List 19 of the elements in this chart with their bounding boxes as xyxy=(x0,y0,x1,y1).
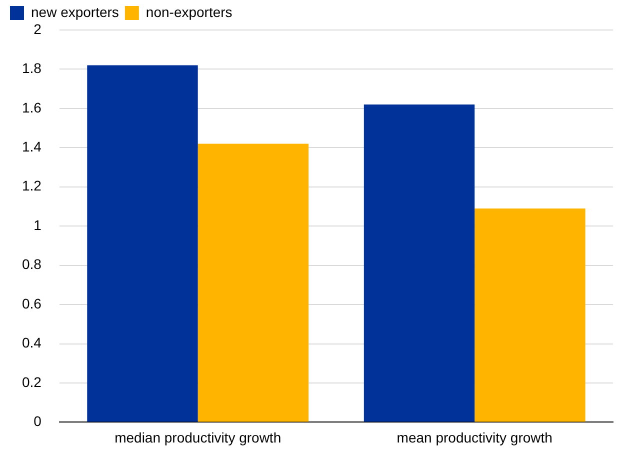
y-tick-label: 0.2 xyxy=(22,374,42,390)
y-tick-label: 2 xyxy=(34,20,42,37)
bar xyxy=(87,65,198,422)
bar xyxy=(364,104,475,422)
x-tick-label: mean productivity growth xyxy=(396,429,552,446)
y-tick-label: 1 xyxy=(34,216,42,233)
y-tick-label: 1.2 xyxy=(22,178,42,194)
bar xyxy=(198,144,309,422)
y-tick-label: 1.8 xyxy=(22,60,42,76)
x-tick-label: median productivity growth xyxy=(114,429,282,446)
bar xyxy=(474,208,586,422)
legend-label: new exporters xyxy=(31,4,119,20)
y-tick-label: 1.6 xyxy=(22,99,42,116)
legend-label: non-exporters xyxy=(146,4,232,20)
y-tick-label: 0.8 xyxy=(22,256,42,272)
y-tick-label: 0.4 xyxy=(22,334,42,351)
y-tick-label: 0 xyxy=(34,413,42,430)
y-tick-label: 1.4 xyxy=(22,138,42,155)
y-tick-label: 0.6 xyxy=(22,295,42,312)
